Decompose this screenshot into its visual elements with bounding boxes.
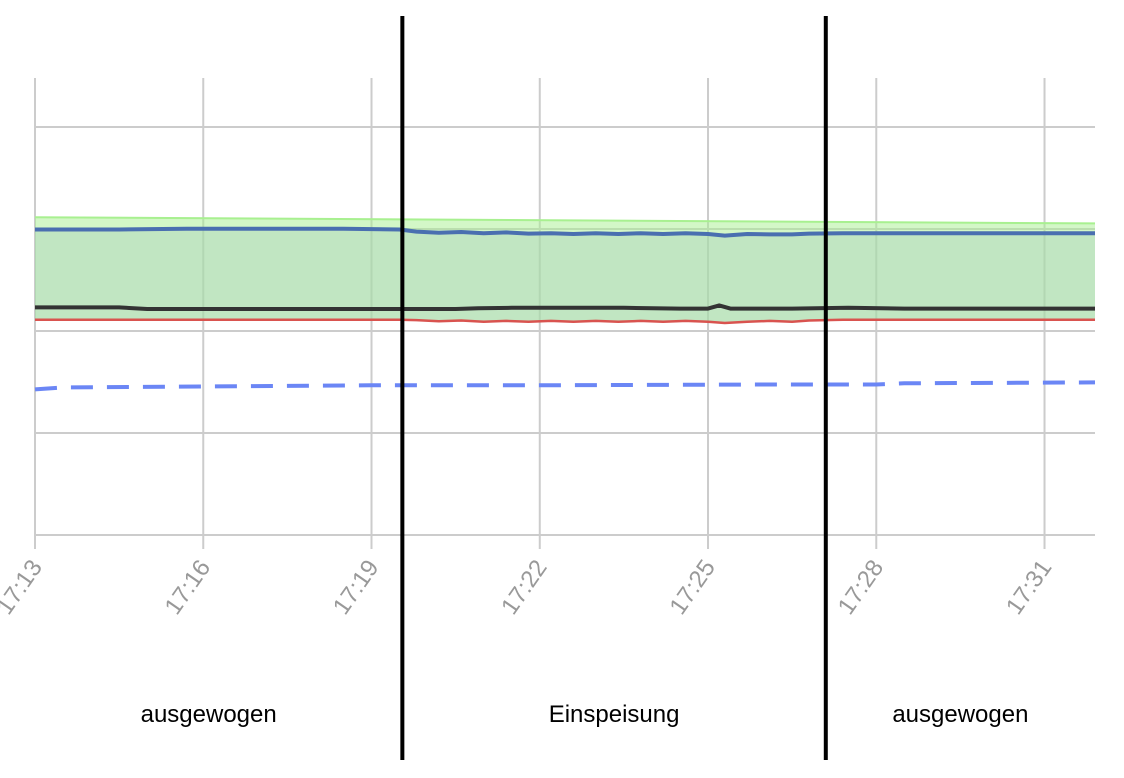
x-tick-label: 17:25 <box>664 555 721 620</box>
x-tick-label: 17:13 <box>0 555 48 620</box>
band-area <box>35 217 1095 323</box>
upper-band <box>35 217 1095 236</box>
series-upper-line <box>34 216 1096 225</box>
phase-labels: ausgewogen Einspeisung ausgewogen <box>141 701 1029 728</box>
phase-label: ausgewogen <box>892 701 1028 728</box>
phase-label: Einspeisung <box>549 701 680 728</box>
x-tick-label: 17:31 <box>1001 555 1058 620</box>
x-axis-ticks: 17:13 17:16 17:19 17:22 17:25 17:28 17:31 <box>0 537 1057 620</box>
series-black-line <box>35 303 1095 311</box>
series-red-line <box>35 318 1095 325</box>
series-dashed-line <box>34 380 1096 392</box>
phase-label: ausgewogen <box>141 701 277 728</box>
series-blue-line <box>35 226 1095 238</box>
series-lines <box>34 216 1096 392</box>
phase-dividers <box>400 16 828 760</box>
x-tick-label: 17:28 <box>833 555 890 620</box>
x-tick-label: 17:22 <box>496 555 553 620</box>
range-band <box>35 228 1095 323</box>
x-tick-label: 17:19 <box>328 555 385 620</box>
x-tick-label: 17:16 <box>160 555 217 620</box>
